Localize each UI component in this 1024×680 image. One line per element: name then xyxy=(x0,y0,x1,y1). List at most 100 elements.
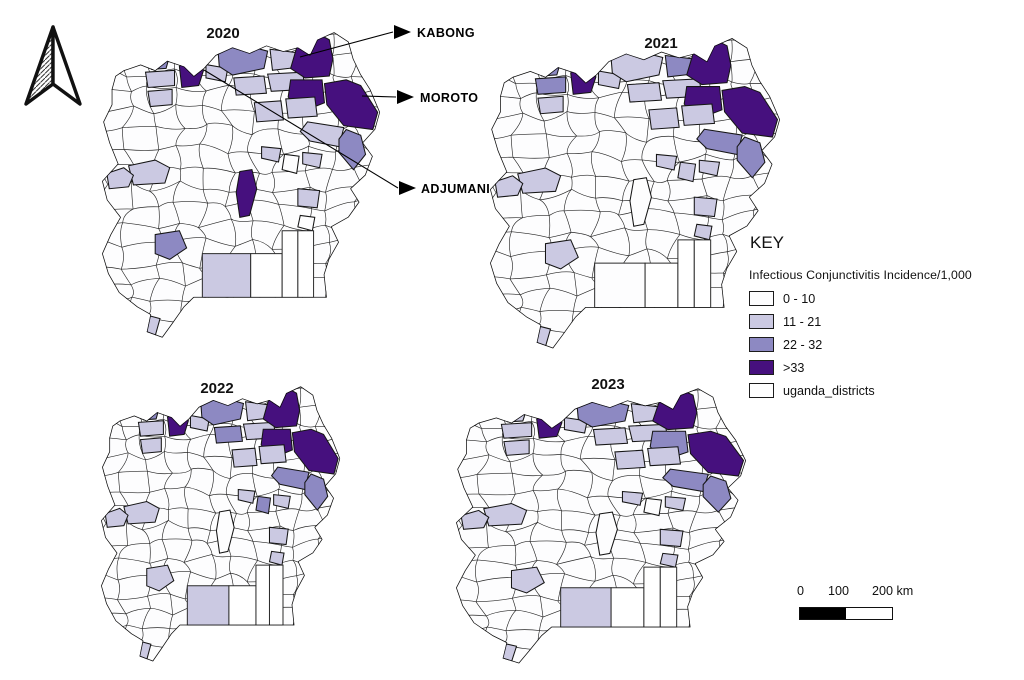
district-nw_b xyxy=(148,89,172,106)
district-nw_small xyxy=(148,55,169,69)
map-year-title: 2022 xyxy=(200,380,233,397)
district-sw_1 xyxy=(459,631,477,650)
scale-tick-100: 100 xyxy=(828,584,850,598)
district-nakasongola xyxy=(484,504,527,526)
district-nakasongola xyxy=(124,502,159,524)
legend-label: 22 - 32 xyxy=(783,337,823,352)
legend-items: 0 - 10 11 - 21 22 - 32 >33 uganda_districts xyxy=(749,291,1024,398)
legend-swatch xyxy=(749,383,774,398)
district-sembabule xyxy=(511,567,544,593)
district-napak xyxy=(272,467,309,489)
legend-label: >33 xyxy=(783,360,805,375)
district-kumi xyxy=(274,495,291,509)
district-mbale xyxy=(298,189,320,208)
north-arrow-right-half xyxy=(51,25,82,106)
district-moroto xyxy=(722,87,777,137)
legend-label: 11 - 21 xyxy=(783,314,822,329)
district-nw_small xyxy=(141,407,159,420)
lake-district-rect-2 xyxy=(660,567,676,627)
lake-district-rect-0 xyxy=(229,586,256,626)
map-year-title: 2020 xyxy=(206,25,239,42)
district-kayunga xyxy=(630,178,651,227)
district-nw_a xyxy=(501,423,531,438)
district-abim xyxy=(682,104,715,125)
district-nw_small xyxy=(504,409,525,422)
district-sw_1 xyxy=(104,301,121,322)
lake-victoria-rects xyxy=(187,565,283,625)
uganda-choropleth-map: 2021 xyxy=(490,35,781,349)
district-sw_1 xyxy=(103,629,118,648)
legend-subtitle: Infectious Conjunctivitis Incidence/1,00… xyxy=(749,268,972,282)
district-kaabong xyxy=(291,32,333,78)
district-mbale xyxy=(694,197,717,216)
adjumani-label: ADJUMANI xyxy=(421,182,490,196)
district-bukedea xyxy=(644,498,662,515)
district-pader xyxy=(627,83,661,102)
north-arrow-left-half xyxy=(24,25,55,106)
district-moroto xyxy=(688,431,743,476)
legend-swatch xyxy=(749,314,774,329)
district-soroti xyxy=(622,491,642,505)
district-lake_rect xyxy=(595,263,645,308)
kabong-label: KABONG xyxy=(417,26,475,40)
scale-bar-filled-segment xyxy=(800,608,846,619)
district-kaabong xyxy=(653,388,697,429)
district-nw_b xyxy=(141,438,162,453)
district-napak xyxy=(697,129,742,154)
district-amudat xyxy=(737,137,765,178)
district-kasese xyxy=(495,176,523,197)
lake-district-rect-1 xyxy=(256,565,270,625)
lake-district-rect-0 xyxy=(645,263,678,308)
district-sembabule xyxy=(147,565,174,591)
district-nw_a xyxy=(535,77,565,94)
uganda-choropleth-map: 2020 xyxy=(102,25,381,338)
district-otuke xyxy=(232,448,257,467)
district-amudat xyxy=(703,476,731,512)
legend-swatch xyxy=(749,337,774,352)
district-lake_rect xyxy=(187,586,229,626)
legend-item: >33 xyxy=(749,360,1024,375)
lake-district-rect-0 xyxy=(251,254,282,298)
district-abim xyxy=(286,97,317,118)
district-otuke xyxy=(649,108,679,129)
scale-bar-labels: 0 100 200 km xyxy=(793,584,953,600)
scale-tick-200km: 200 km xyxy=(872,584,914,598)
legend-item: 0 - 10 xyxy=(749,291,1024,306)
legend-item: 22 - 32 xyxy=(749,337,1024,352)
district-kasese xyxy=(461,510,489,529)
district-abim xyxy=(648,447,681,466)
district-kasese xyxy=(107,168,134,189)
district-pader xyxy=(593,428,627,445)
district-sembabule xyxy=(545,240,578,269)
district-soroti xyxy=(238,489,255,503)
district-kayunga xyxy=(216,510,234,553)
district-abim xyxy=(259,445,286,464)
legend-swatch xyxy=(749,360,774,375)
map-panel-2023: 2023 xyxy=(440,372,750,680)
district-pader xyxy=(234,76,267,95)
legend-label: 0 - 10 xyxy=(783,291,816,306)
district-nw_a xyxy=(146,70,175,87)
map-panel-2022: 2022 xyxy=(97,372,407,680)
district-nw_b xyxy=(504,440,529,455)
district-moroto xyxy=(292,429,338,474)
lake-district-rect-1 xyxy=(644,567,660,627)
legend-title: KEY xyxy=(750,233,785,252)
district-adjumani xyxy=(179,60,203,88)
lake-district-rect-0 xyxy=(611,588,644,628)
district-kasese xyxy=(105,508,128,527)
district-soroti xyxy=(656,154,676,170)
scale-bar-graphic xyxy=(799,607,893,620)
moroto-label: MOROTO xyxy=(420,91,478,105)
lake-district-rect-2 xyxy=(694,240,710,308)
map-year-title: 2021 xyxy=(644,35,677,52)
lake-district-rect-1 xyxy=(678,240,694,308)
lake-victoria-rects xyxy=(561,567,677,627)
district-amudat xyxy=(305,474,328,510)
map-panel-2020: 2020 xyxy=(100,8,410,358)
district-nw_b xyxy=(538,96,563,113)
district-sw_1 xyxy=(493,312,511,333)
uganda-choropleth-map: 2022 xyxy=(101,380,341,662)
district-mbale xyxy=(269,527,288,544)
